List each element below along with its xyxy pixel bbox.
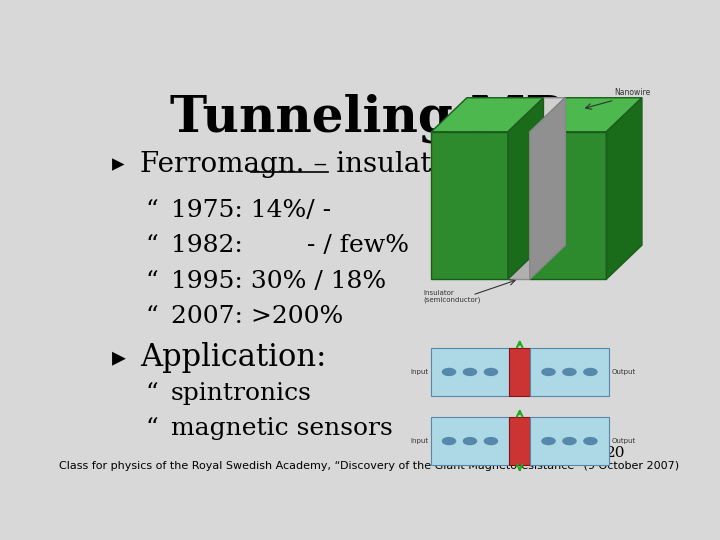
- Circle shape: [563, 368, 576, 375]
- Text: “: “: [145, 382, 158, 405]
- FancyBboxPatch shape: [530, 132, 606, 279]
- Circle shape: [563, 437, 576, 444]
- Circle shape: [584, 368, 597, 375]
- Circle shape: [485, 368, 498, 375]
- Polygon shape: [530, 98, 565, 279]
- Circle shape: [464, 368, 477, 375]
- FancyBboxPatch shape: [508, 132, 530, 279]
- Circle shape: [542, 368, 555, 375]
- Text: 1975: 14%/ -: 1975: 14%/ -: [171, 199, 331, 222]
- Text: Class for physics of the Royal Swedish Academy, “Discovery of the Giant Magnetor: Class for physics of the Royal Swedish A…: [59, 462, 679, 471]
- Text: “: “: [145, 417, 158, 440]
- FancyBboxPatch shape: [431, 348, 509, 396]
- Text: Input: Input: [410, 438, 428, 444]
- Text: “: “: [145, 269, 158, 293]
- Text: 2007: >200%: 2007: >200%: [171, 305, 343, 328]
- Text: Insulator
(semiconductor): Insulator (semiconductor): [423, 290, 480, 303]
- Polygon shape: [530, 98, 642, 132]
- Polygon shape: [508, 98, 565, 132]
- FancyBboxPatch shape: [530, 348, 608, 396]
- Text: Tunneling MR: Tunneling MR: [171, 94, 567, 144]
- Circle shape: [584, 437, 597, 444]
- Text: “: “: [145, 305, 158, 328]
- Text: Application:: Application:: [140, 342, 327, 374]
- Text: ▸: ▸: [112, 345, 126, 372]
- Text: 1982:        - / few%: 1982: - / few%: [171, 234, 409, 257]
- Text: Output: Output: [611, 438, 636, 444]
- Text: 1995: 30% / 18%: 1995: 30% / 18%: [171, 269, 386, 293]
- FancyBboxPatch shape: [509, 417, 530, 465]
- Text: Ferromagn. – insulator– ferromagn.: Ferromagn. – insulator– ferromagn.: [140, 151, 642, 178]
- Text: spintronics: spintronics: [171, 382, 312, 405]
- Polygon shape: [431, 98, 544, 132]
- Circle shape: [542, 437, 555, 444]
- Text: Output: Output: [611, 369, 636, 375]
- Text: 20: 20: [606, 446, 626, 460]
- Circle shape: [443, 437, 456, 444]
- Polygon shape: [508, 98, 544, 279]
- FancyBboxPatch shape: [431, 417, 509, 465]
- Text: Nanowire: Nanowire: [615, 89, 651, 98]
- FancyBboxPatch shape: [530, 417, 608, 465]
- FancyBboxPatch shape: [431, 132, 508, 279]
- Text: ▸: ▸: [112, 153, 125, 176]
- FancyBboxPatch shape: [509, 348, 530, 396]
- Text: “: “: [145, 234, 158, 257]
- Text: magnetic sensors: magnetic sensors: [171, 417, 392, 440]
- Circle shape: [485, 437, 498, 444]
- Polygon shape: [606, 98, 642, 279]
- Circle shape: [464, 437, 477, 444]
- Text: “: “: [145, 199, 158, 222]
- Text: Input: Input: [410, 369, 428, 375]
- Circle shape: [443, 368, 456, 375]
